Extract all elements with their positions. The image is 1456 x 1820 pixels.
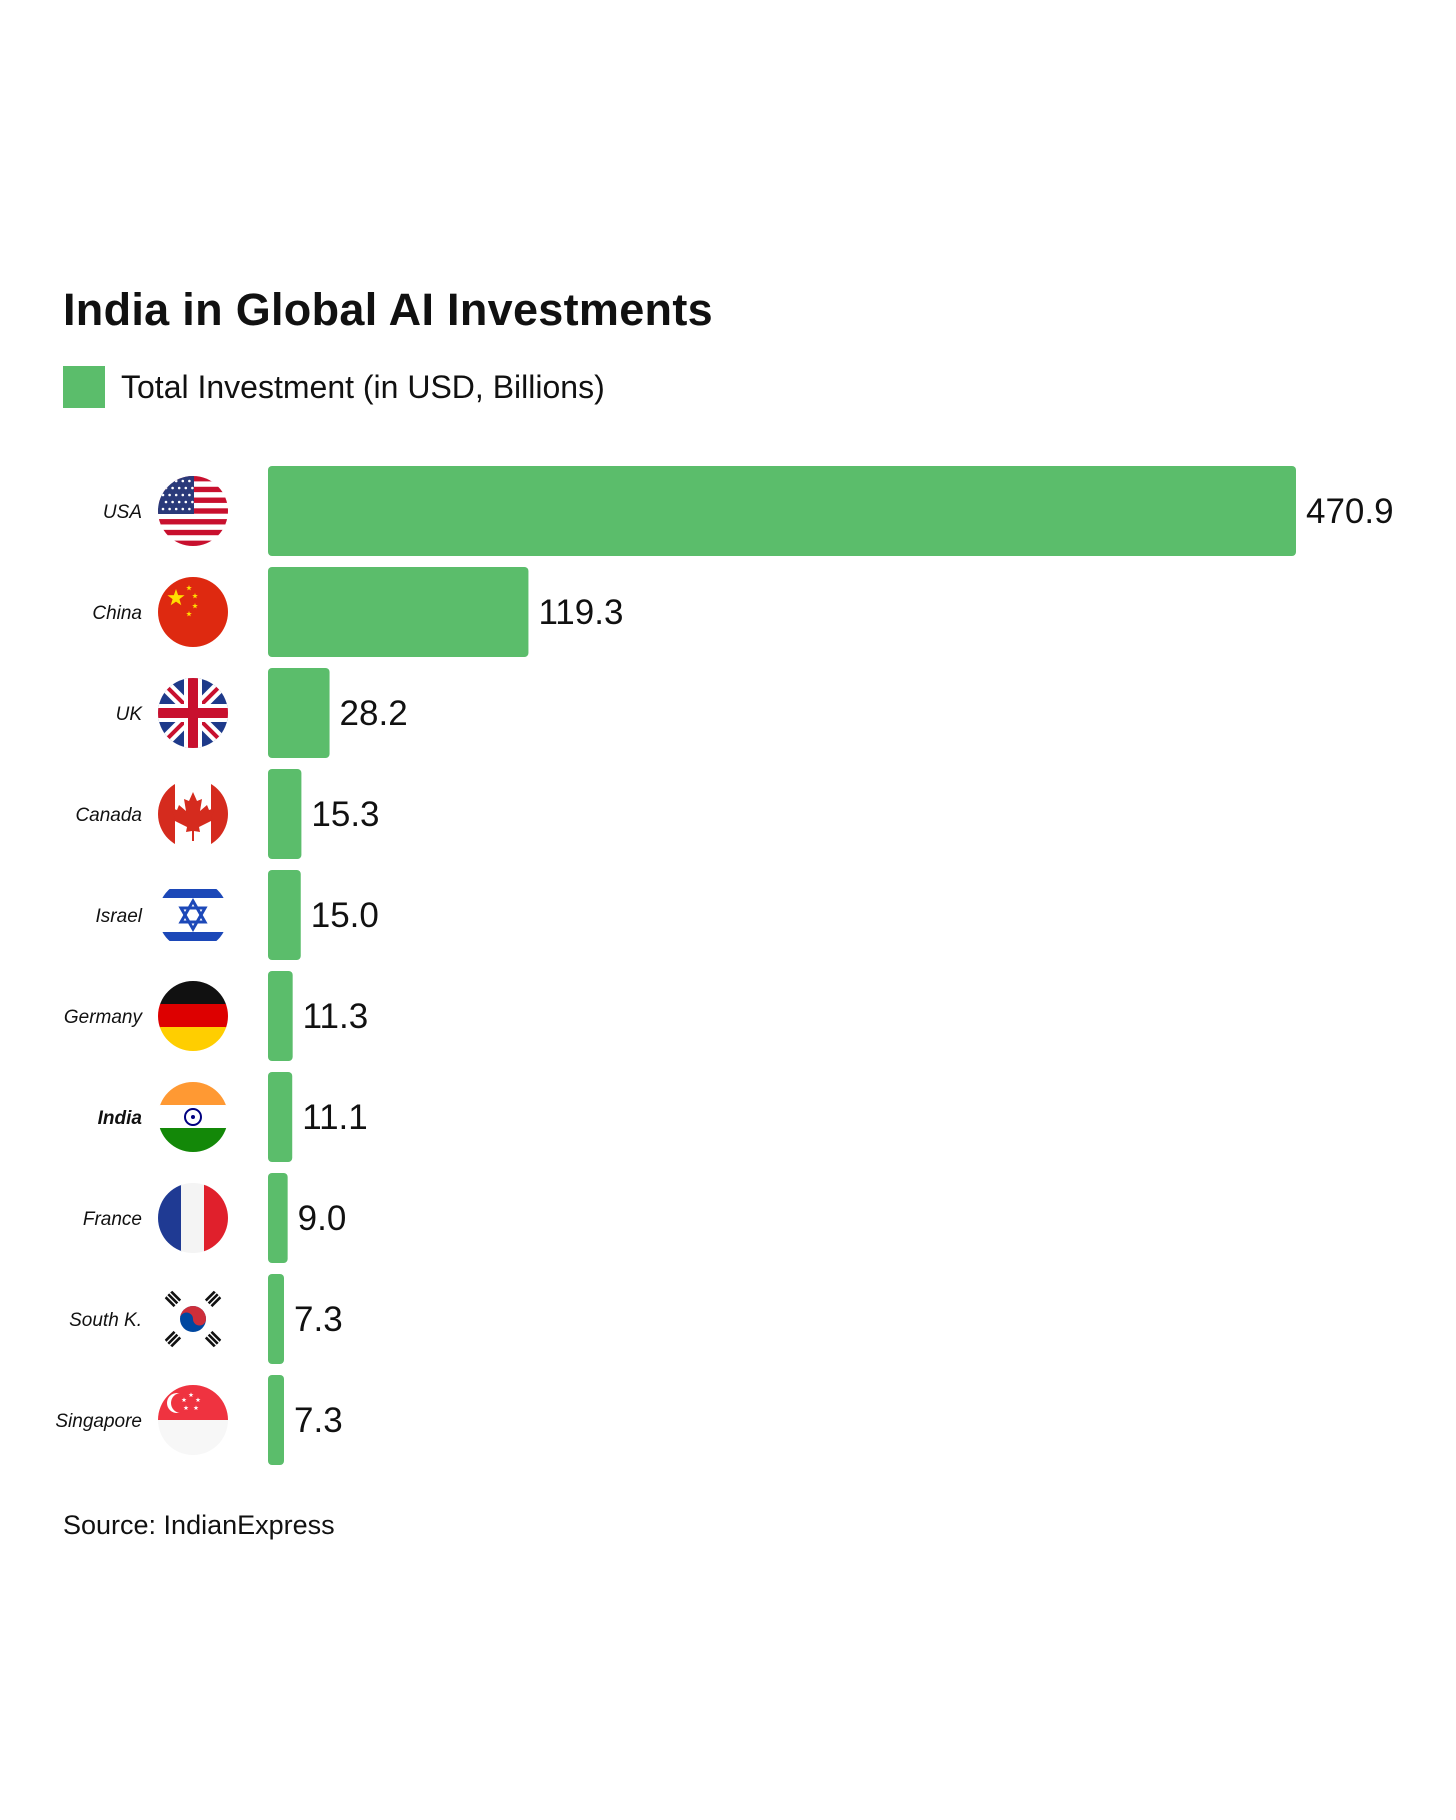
bar: [268, 1072, 293, 1162]
category-label: UK: [116, 704, 144, 725]
bar: [268, 769, 302, 859]
legend-swatch: [63, 366, 105, 408]
bar: [268, 567, 529, 657]
category-label: Singapore: [55, 1411, 142, 1432]
value-label: 9.0: [298, 1199, 347, 1238]
chart-row: Israel 15.0: [96, 870, 379, 960]
source-note: Source: IndianExpress: [63, 1510, 335, 1540]
chart-row: Canada 15.3: [75, 769, 380, 859]
value-label: 11.3: [303, 997, 369, 1036]
legend: Total Investment (in USD, Billions): [63, 366, 605, 408]
category-label: USA: [103, 502, 142, 523]
germany-flag-icon: [158, 981, 228, 1051]
bar: [268, 466, 1296, 556]
india-flag-icon: [158, 1082, 228, 1152]
chart-row: France 9.0: [83, 1173, 346, 1263]
canada-flag-icon: [158, 779, 228, 849]
chart-row: South K. 7.3: [69, 1274, 343, 1364]
bar: [268, 1274, 284, 1364]
category-label: Israel: [96, 906, 143, 927]
chart-row: USA 470.9: [103, 466, 1394, 556]
chart-row: UK 28.2: [116, 668, 408, 758]
south-korea-flag-icon: [158, 1284, 228, 1354]
category-label: India: [98, 1108, 143, 1129]
value-label: 11.1: [302, 1098, 368, 1137]
uk-flag-icon: [158, 678, 228, 748]
usa-flag-icon: [158, 476, 228, 546]
chart-row: Germany 11.3: [64, 971, 368, 1061]
value-label: 470.9: [1306, 492, 1394, 531]
value-label: 15.3: [311, 795, 379, 834]
value-label: 7.3: [294, 1401, 343, 1440]
israel-flag-icon: [158, 880, 228, 950]
category-label: Germany: [64, 1007, 144, 1028]
singapore-flag-icon: [158, 1385, 228, 1455]
category-label: China: [92, 603, 142, 624]
bar: [268, 1173, 288, 1263]
bar: [268, 1375, 284, 1465]
legend-label: Total Investment (in USD, Billions): [121, 368, 605, 405]
category-label: Canada: [75, 805, 142, 826]
china-flag-icon: [158, 577, 228, 647]
bar: [268, 971, 293, 1061]
chart-row: China 119.3: [92, 567, 623, 657]
category-label: South K.: [69, 1310, 142, 1331]
bar: [268, 870, 301, 960]
chart-row: Singapore 7.3: [55, 1375, 343, 1465]
france-flag-icon: [158, 1183, 228, 1253]
bar: [268, 668, 330, 758]
chart-title: India in Global AI Investments: [63, 284, 713, 335]
chart-row: India 11.1: [98, 1072, 368, 1162]
value-label: 7.3: [294, 1300, 343, 1339]
value-label: 15.0: [311, 896, 379, 935]
value-label: 119.3: [538, 593, 623, 632]
value-label: 28.2: [340, 694, 408, 733]
category-label: France: [83, 1209, 142, 1230]
